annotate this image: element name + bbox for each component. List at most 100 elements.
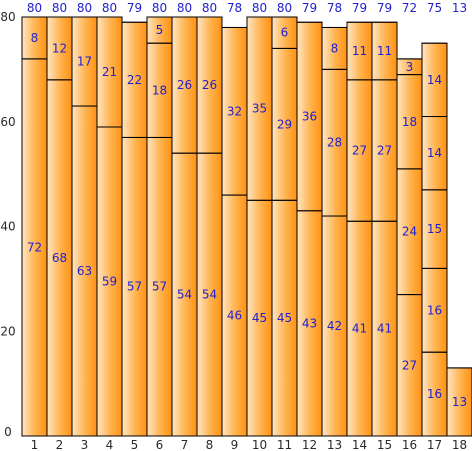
bar-total-label: 79 [302,1,317,15]
x-tick-label: 14 [352,438,367,451]
segment-value-label: 13 [452,395,467,409]
segment-value-label: 14 [427,146,442,160]
x-tick-label: 16 [402,438,417,451]
bar-fill [221,26,248,437]
bar-18: 13 13 [446,1,472,437]
bar-4: 59 21 80 [96,1,123,437]
segment-value-label: 8 [331,41,339,55]
bar-total-label: 80 [102,1,117,15]
segment-value-label: 5 [156,23,164,37]
bar-total-label: 80 [202,1,217,15]
segment-value-label: 22 [127,73,142,87]
bar-total-label: 79 [127,1,142,15]
segment-value-label: 26 [202,78,217,92]
segment-value-label: 8 [31,31,39,45]
segment-value-label: 28 [327,136,342,150]
bar-2: 68 12 80 [46,1,73,437]
y-axis: 0 20 40 60 80 [0,10,15,439]
x-axis: 1 2 3 4 5 6 7 8 9 10 11 12 13 14 15 16 17 18 [31,438,467,451]
x-tick-label: 17 [427,438,442,451]
bar-16: 27 24 18 3 72 [396,1,423,437]
segment-value-label: 21 [102,65,117,79]
x-tick-label: 10 [252,438,267,451]
segment-value-label: 17 [77,55,92,69]
bar-fill [246,16,273,437]
bar-fill [346,21,373,437]
bar-total-label: 80 [52,1,67,15]
bar-12: 43 36 79 [296,1,323,437]
x-tick-label: 3 [81,438,89,451]
segment-value-label: 26 [177,78,192,92]
segment-value-label: 36 [302,110,317,124]
segment-value-label: 54 [177,288,192,302]
segment-value-label: 15 [427,222,442,236]
x-tick-label: 15 [377,438,392,451]
segment-value-label: 16 [427,387,442,401]
bar-6: 57 18 5 80 [146,1,173,437]
segment-value-label: 11 [352,44,367,58]
segment-value-label: 3 [406,60,414,74]
bar-1: 72 8 80 [21,1,48,437]
bar-segment [446,367,472,437]
segment-value-label: 68 [52,251,67,265]
y-tick-label: 80 [0,10,15,24]
bar-15: 41 27 11 79 [371,1,398,437]
segment-value-label: 24 [402,225,417,239]
segment-value-label: 59 [102,274,117,288]
bar-10: 45 35 80 [246,1,273,437]
segment-value-label: 27 [402,358,417,372]
segment-value-label: 42 [327,319,342,333]
bar-total-label: 80 [277,1,292,15]
segment-value-label: 45 [252,311,267,325]
bar-3: 63 17 80 [71,1,98,437]
bar-total-label: 78 [227,1,242,15]
x-tick-label: 9 [231,438,239,451]
x-tick-label: 6 [156,438,164,451]
bar-7: 54 26 80 [171,1,198,437]
x-tick-label: 11 [277,438,292,451]
bar-total-label: 80 [27,1,42,15]
x-tick-label: 1 [31,438,39,451]
segment-value-label: 45 [277,311,292,325]
segment-value-label: 41 [352,322,367,336]
x-tick-label: 12 [302,438,317,451]
bar-8: 54 26 80 [196,1,223,437]
bar-fill [421,42,448,437]
segment-value-label: 18 [402,115,417,129]
segment-value-label: 12 [52,41,67,55]
x-tick-label: 7 [181,438,189,451]
segment-value-label: 29 [277,117,292,131]
bar-total-label: 75 [427,1,442,15]
segment-value-label: 46 [227,309,242,323]
bar-total-label: 80 [252,1,267,15]
bar-total-label: 79 [377,1,392,15]
segment-value-label: 6 [281,26,289,40]
bar-fill [96,16,123,437]
bar-total-label: 80 [152,1,167,15]
y-tick-label: 60 [0,115,15,129]
bar-5: 57 22 79 [121,1,148,437]
segment-value-label: 27 [377,144,392,158]
bar-fill [146,16,173,437]
bar-14: 41 27 11 79 [346,1,373,437]
segment-value-label: 43 [302,316,317,330]
bar-13: 42 28 8 78 [321,1,348,437]
segment-value-label: 32 [227,104,242,118]
bar-fill [71,16,98,437]
bars: 7288068128063178059218057227957185805426… [21,1,472,437]
y-tick-label: 0 [4,425,12,439]
segment-value-label: 54 [202,288,217,302]
segment-value-label: 63 [77,264,92,278]
segment-value-label: 16 [427,303,442,317]
bar-total-label: 80 [77,1,92,15]
bar-11: 45 29 6 80 [271,1,298,437]
bar-segment [421,42,448,118]
bar-fill [21,16,48,437]
bar-total-label: 13 [452,1,467,15]
x-tick-label: 8 [206,438,214,451]
segment-value-label: 27 [352,144,367,158]
y-tick-label: 40 [0,220,15,234]
bar-total-label: 72 [402,1,417,15]
segment-value-label: 11 [377,44,392,58]
